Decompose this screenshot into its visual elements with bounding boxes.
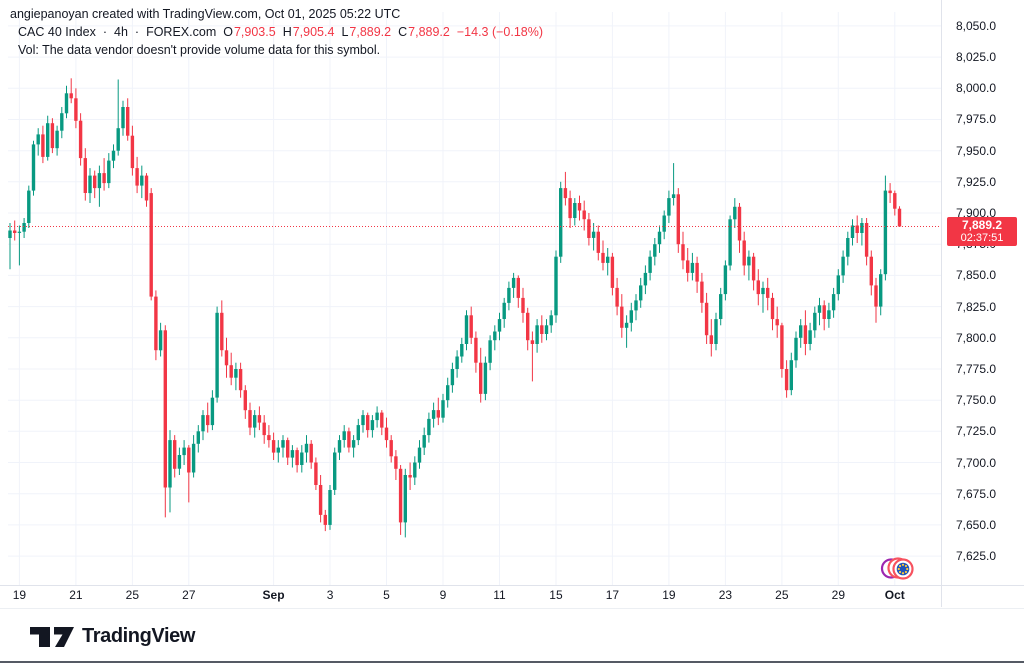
volume-notice: Vol: The data vendor doesn't provide vol… [18,43,381,57]
price-tick-label: 7,800.0 [956,330,997,345]
price-tick-label: 7,825.0 [956,299,997,314]
last-price-value: 7,889.2 [961,218,1003,232]
price-tick-label: 7,950.0 [956,143,997,158]
attribution-text: angiepanoyan created with TradingView.co… [10,7,401,21]
widget-bottom-border [0,608,1024,609]
horizontal-gridlines [8,25,941,557]
legend-close: C 7,889.2 [398,25,450,39]
time-tick-label: 19 [12,588,27,602]
price-tick-label: 7,975.0 [956,112,997,127]
legend-interval[interactable]: 4h [114,25,128,39]
time-axis[interactable]: 19 21 25 27 Sep 3 5 9 11 15 17 19 23 25 29 Oct [0,585,941,607]
price-tick-label: 7,675.0 [956,486,997,501]
tradingview-logo[interactable]: TradingView [30,625,195,648]
time-tick-label: 17 [605,588,620,602]
time-tick-label: 25 [775,588,789,602]
candles [8,78,902,538]
time-tick-label: 21 [69,588,83,602]
price-tick-label: 7,900.0 [956,206,997,221]
legend-change: −14.3 (−0.18%) [456,25,544,39]
price-tick-label: 8,000.0 [956,81,997,96]
time-tick-label: 29 [831,588,846,602]
last-price-label: 7,889.2 02:37:51 [947,217,1017,246]
legend-separator: · [102,25,107,39]
legend-high: H 7,905.4 [282,25,335,39]
time-tick-label: 27 [182,588,196,602]
legend-symbol-title[interactable]: CAC 40 Index [18,25,96,39]
price-tick-label: 7,700.0 [956,455,997,470]
price-tick-label: 7,775.0 [956,361,997,376]
page-bottom-rule [0,661,1024,663]
price-tick-label: 8,050.0 [956,18,997,33]
tradingview-logo-icon [30,626,74,647]
legend-open: O 7,903.5 [223,25,276,39]
time-tick-label: 9 [439,588,447,602]
time-tick-label: Sep [262,588,285,602]
eu-flag-event-marker-icon[interactable] [877,554,919,584]
price-axis[interactable]: 8,050.0 8,025.0 8,000.0 7,975.0 7,950.0 7,925… [941,0,1024,585]
time-tick-label: 23 [718,588,733,602]
price-tick-label: 7,650.0 [956,517,997,532]
time-axis-separator [0,585,1024,586]
time-tick-label: 5 [383,588,390,602]
time-tick-label: 15 [549,588,563,602]
price-tick-label: 7,750.0 [956,393,997,408]
price-tick-label: 7,850.0 [956,268,997,283]
time-tick-label: 25 [125,588,140,602]
bar-countdown: 02:37:51 [960,232,1004,244]
price-tick-label: 8,025.0 [956,50,997,65]
time-tick-label: 11 [493,588,506,602]
tradingview-wordmark: TradingView [82,625,196,647]
time-tick-label: 3 [326,588,334,602]
price-tick-label: 7,625.0 [956,549,997,564]
legend-separator: · [134,25,140,39]
legend-low: L 7,889.2 [341,25,392,39]
price-tick-label: 7,925.0 [956,174,997,189]
chart-legend: CAC 40 Index · 4h · FOREX.com O 7,903.5 H… [18,25,543,39]
price-tick-label: 7,725.0 [956,424,997,439]
price-axis-separator [941,0,942,607]
legend-exchange[interactable]: FOREX.com [146,25,217,39]
time-tick-label: Oct [884,588,905,602]
time-tick-label: 19 [662,588,676,602]
